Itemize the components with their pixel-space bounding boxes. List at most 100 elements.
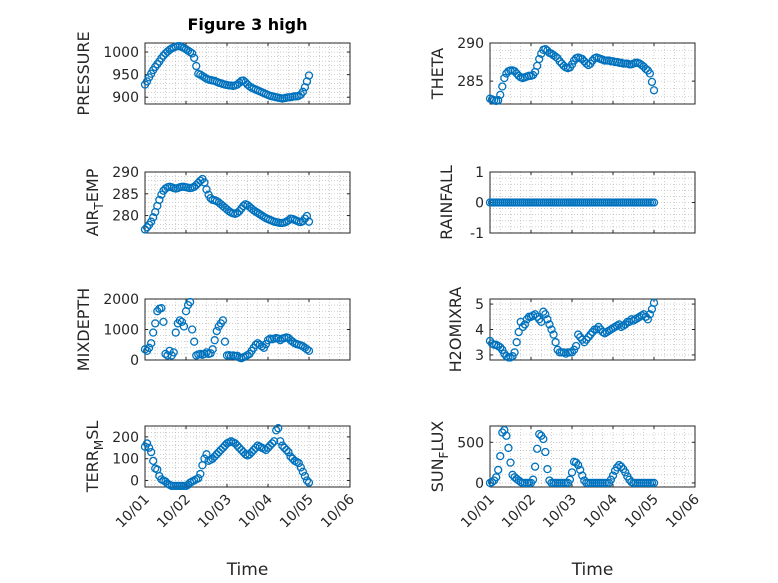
data-point: [208, 345, 217, 354]
data-point: [212, 326, 221, 336]
data-point: [514, 327, 523, 337]
data-point: [249, 445, 258, 455]
data-point: [251, 207, 260, 216]
data-point: [541, 447, 550, 457]
y-tick-label: 0: [475, 196, 484, 212]
data-point: [555, 57, 564, 66]
y-tick-label: 290: [457, 36, 484, 52]
subplot-theta: 285 290 THETA: [428, 36, 696, 106]
data-point: [304, 346, 314, 356]
data-point: [298, 87, 308, 96]
data-point: [504, 443, 513, 453]
data-point: [196, 469, 205, 479]
data-point: [190, 337, 199, 346]
data-point: [140, 345, 150, 354]
data-point: [487, 477, 497, 487]
data-point: [169, 348, 178, 357]
data-point: [578, 471, 587, 480]
data-point: [639, 310, 648, 319]
y-tick-label: 0: [130, 353, 139, 369]
y-axis-label: PRESSURE: [74, 31, 93, 115]
data-point: [155, 195, 164, 205]
data-point: [179, 322, 189, 331]
data-point: [304, 478, 314, 487]
data-point: [528, 475, 538, 484]
axes-box: [144, 425, 351, 488]
data-point: [300, 471, 310, 481]
data-point: [274, 424, 283, 433]
data-point: [494, 465, 503, 475]
data-point: [261, 339, 271, 349]
data-point: [647, 77, 657, 87]
x-axis-label: Time: [571, 560, 614, 580]
data-point: [216, 445, 226, 455]
data-point: [594, 322, 603, 332]
subplot-pressure: 900 950 1000 PRESSURE: [74, 31, 351, 116]
data-point: [255, 210, 264, 219]
data-point: [582, 335, 591, 344]
data-point: [233, 441, 242, 450]
data-point: [584, 60, 593, 70]
data-point: [274, 334, 283, 343]
data-point: [198, 71, 207, 81]
data-point: [187, 325, 197, 334]
data-point: [606, 475, 616, 484]
data-point: [302, 476, 312, 485]
data-point: [551, 52, 560, 61]
data-point: [206, 349, 215, 358]
x-tick-label: 10/05: [277, 492, 317, 532]
data-point: [142, 439, 152, 448]
data-point: [522, 315, 532, 324]
data-point: [192, 61, 201, 71]
data-point: [533, 312, 542, 321]
data-point: [571, 458, 581, 467]
y-axis-label: AIRTEMP: [83, 168, 106, 236]
data-point: [272, 426, 281, 435]
data-point: [545, 320, 554, 329]
y-axis-label-base: AIR: [83, 210, 102, 237]
y-axis-label-subscript: T: [92, 202, 106, 211]
data-point: [249, 206, 258, 215]
data-point: [200, 349, 209, 359]
data-point: [567, 348, 577, 357]
y-tick-label: 1: [475, 165, 484, 181]
data-point: [649, 86, 659, 95]
y-tick-label: 2000: [103, 292, 139, 308]
x-tick-label: 10/03: [195, 492, 235, 532]
data-point: [210, 452, 219, 461]
data-point: [535, 429, 544, 439]
y-axis-label: THETA: [428, 48, 447, 100]
data-point: [539, 434, 548, 444]
x-tick-label: 10/02: [154, 492, 194, 532]
data-point: [494, 96, 503, 105]
y-axis-label-tail: LUX: [428, 421, 447, 452]
data-point: [218, 443, 228, 452]
data-point: [247, 447, 256, 457]
y-axis-label-subscript: M: [92, 440, 106, 450]
data-point: [643, 315, 652, 324]
data-point: [267, 439, 277, 448]
data-point: [149, 213, 158, 222]
y-tick-label: 500: [457, 435, 484, 451]
data-point: [149, 456, 158, 466]
data-point: [510, 348, 519, 357]
data-point: [641, 64, 650, 74]
data-point: [278, 441, 287, 450]
data-point: [518, 322, 527, 332]
y-tick-label: -1: [470, 226, 484, 242]
data-point: [586, 330, 595, 339]
data-point: [574, 460, 583, 470]
data-point: [584, 332, 593, 342]
data-point: [194, 474, 203, 483]
data-point: [231, 439, 240, 448]
subplot-h2omixra: 3 4 5 H2OMIXRA: [446, 287, 696, 372]
data-point: [535, 54, 544, 64]
data-point: [565, 475, 575, 484]
data-point: [649, 298, 659, 307]
data-point: [144, 443, 154, 452]
data-point: [282, 445, 291, 455]
x-tick-label: 10/02: [499, 492, 539, 532]
subplot-sun_flux: 0 500 10/01 10/02 10/03 10/04 10/05 10/06 Time SU…: [428, 421, 703, 580]
data-point: [304, 217, 314, 226]
